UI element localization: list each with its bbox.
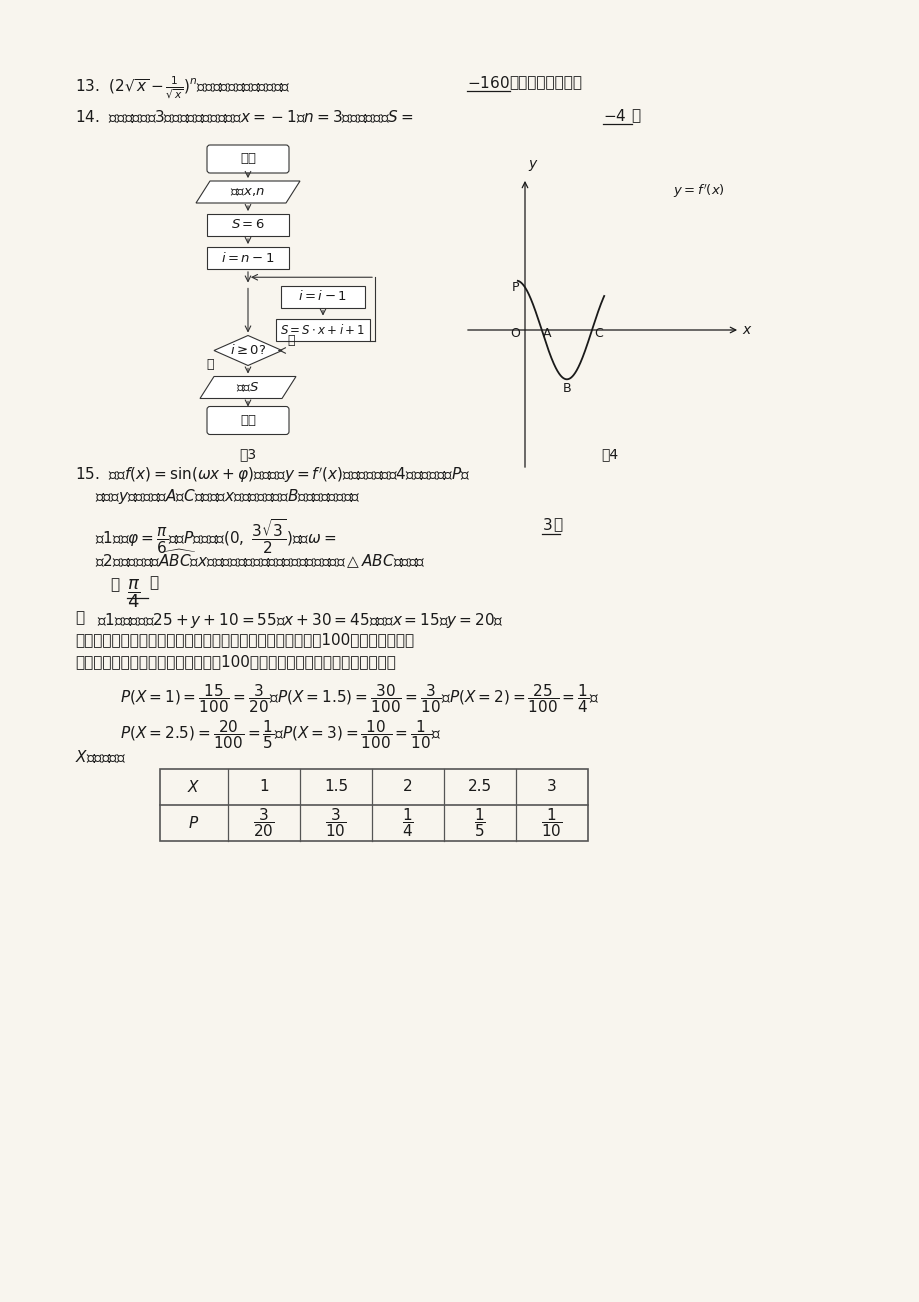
Text: 开始: 开始 bbox=[240, 152, 255, 165]
Text: O: O bbox=[509, 327, 519, 340]
Text: $P(X=2.5)=\dfrac{20}{100}=\dfrac{1}{5}$，$P(X=3)=\dfrac{10}{100}=\dfrac{1}{10}$．: $P(X=2.5)=\dfrac{20}{100}=\dfrac{1}{5}$，… bbox=[119, 719, 441, 751]
Text: （1）由已知得$25+y+10=55$，$x+30=45$，所以$x=15$，$y=20$．: （1）由已知得$25+y+10=55$，$x+30=45$，所以$x=15$，$… bbox=[96, 611, 504, 629]
Polygon shape bbox=[199, 376, 296, 398]
Text: $\dfrac{\pi}{4}$: $\dfrac{\pi}{4}$ bbox=[127, 578, 141, 611]
Bar bbox=[276, 319, 369, 341]
Text: $\dfrac{1}{10}$: $\dfrac{1}{10}$ bbox=[540, 806, 562, 838]
Text: 图象与$y$轴的交点，$A$，$C$为图象与$x$轴的两个交点，$B$为图象的最低点．: 图象与$y$轴的交点，$A$，$C$为图象与$x$轴的两个交点，$B$为图象的最… bbox=[95, 487, 360, 506]
Text: $\dfrac{3}{10}$: $\dfrac{3}{10}$ bbox=[325, 806, 346, 838]
Text: 15.  函数$f(x)=\sin(\omega x+\varphi)$的导函数$y=f'(x)$的部分图象如图4所示，其中，$P$为: 15. 函数$f(x)=\sin(\omega x+\varphi)$的导函数$… bbox=[75, 466, 470, 486]
Text: 图4: 图4 bbox=[601, 448, 618, 461]
Text: 结束: 结束 bbox=[240, 414, 255, 427]
Bar bbox=[207, 214, 289, 236]
Bar bbox=[207, 247, 289, 270]
Text: ；: ； bbox=[552, 517, 562, 533]
FancyBboxPatch shape bbox=[207, 406, 289, 435]
Bar bbox=[160, 768, 587, 841]
Polygon shape bbox=[196, 181, 300, 203]
Text: $x$: $x$ bbox=[742, 323, 752, 337]
Text: 2: 2 bbox=[403, 779, 413, 794]
Text: $y=f'(x)$: $y=f'(x)$ bbox=[673, 184, 724, 201]
Text: A: A bbox=[542, 327, 550, 340]
Text: （2）若在曲线段$\widehat{ABC}$与$x$轴所围成的区域内随机取一点，则该点在$\triangle ABC$内的概率: （2）若在曲线段$\widehat{ABC}$与$x$轴所围成的区域内随机取一点… bbox=[95, 548, 425, 570]
Text: 为: 为 bbox=[110, 578, 119, 592]
Text: $-4$: $-4$ bbox=[602, 108, 626, 124]
Text: 3: 3 bbox=[547, 779, 556, 794]
Text: P: P bbox=[511, 281, 518, 294]
Text: $\dfrac{3}{20}$: $\dfrac{3}{20}$ bbox=[253, 806, 275, 838]
Text: 14.  如果执行如图3所示的程序框图，输入$x=-1$，$n=3$，则输出的数$S=$: 14. 如果执行如图3所示的程序框图，输入$x=-1$，$n=3$，则输出的数$… bbox=[75, 108, 413, 125]
Text: $\dfrac{1}{4}$: $\dfrac{1}{4}$ bbox=[402, 806, 414, 838]
Text: 2.5: 2.5 bbox=[468, 779, 492, 794]
Text: $P$: $P$ bbox=[188, 815, 199, 831]
Text: 否: 否 bbox=[206, 358, 213, 371]
Text: ．（用数字作答）: ．（用数字作答） bbox=[508, 76, 582, 90]
FancyBboxPatch shape bbox=[207, 145, 289, 173]
Text: B: B bbox=[562, 383, 571, 396]
Text: （1）若$\varphi=\dfrac{\pi}{6}$，点$P$的坐标为$(0,\ \dfrac{3\sqrt{3}}{2})$，则$\omega=$: （1）若$\varphi=\dfrac{\pi}{6}$，点$P$的坐标为$(0… bbox=[95, 517, 336, 556]
Text: $X$的分布列为: $X$的分布列为 bbox=[75, 749, 126, 766]
Text: 1.5: 1.5 bbox=[323, 779, 347, 794]
Text: $X$: $X$ bbox=[187, 779, 200, 794]
Text: 图3: 图3 bbox=[239, 448, 256, 461]
Text: 输入$x$,$n$: 输入$x$,$n$ bbox=[231, 185, 266, 198]
Text: $3$: $3$ bbox=[541, 517, 552, 534]
Text: $i=n-1$: $i=n-1$ bbox=[221, 251, 275, 266]
Polygon shape bbox=[214, 336, 282, 366]
Text: ．: ． bbox=[630, 108, 640, 122]
Text: 输出$S$: 输出$S$ bbox=[236, 381, 259, 395]
Text: $i\geq0$?: $i\geq0$? bbox=[230, 344, 266, 358]
Text: $S=S\cdot x+i+1$: $S=S\cdot x+i+1$ bbox=[280, 323, 365, 336]
Text: $-160$: $-160$ bbox=[467, 76, 509, 91]
Text: $S=6$: $S=6$ bbox=[231, 219, 265, 232]
Text: $y$: $y$ bbox=[528, 158, 539, 173]
Text: 解: 解 bbox=[75, 611, 84, 625]
Text: 13.  $(2\sqrt{x} - \frac{1}{\sqrt{x}})^n$的二项展开式中的常数项为: 13. $(2\sqrt{x} - \frac{1}{\sqrt{x}})^n$… bbox=[75, 76, 290, 102]
Text: 的结算时间可视为总体的一个容量为100的简单随机样本，将频率视为概率得: 的结算时间可视为总体的一个容量为100的简单随机样本，将频率视为概率得 bbox=[75, 655, 395, 669]
Text: 1: 1 bbox=[259, 779, 268, 794]
Text: ．: ． bbox=[149, 575, 158, 591]
Text: C: C bbox=[594, 327, 602, 340]
Text: 是: 是 bbox=[287, 333, 294, 346]
Text: $i=i-1$: $i=i-1$ bbox=[298, 289, 347, 303]
Text: 该超市所有顾客一次购物的结算时间组成一个总体，所收集的100位顾客一次购物: 该超市所有顾客一次购物的结算时间组成一个总体，所收集的100位顾客一次购物 bbox=[75, 633, 414, 647]
Text: $\dfrac{1}{5}$: $\dfrac{1}{5}$ bbox=[473, 806, 485, 838]
Bar bbox=[280, 285, 365, 307]
Text: $P(X=1)=\dfrac{15}{100}=\dfrac{3}{20}$，$P(X=1.5)=\dfrac{30}{100}=\dfrac{3}{10}$，: $P(X=1)=\dfrac{15}{100}=\dfrac{3}{20}$，$… bbox=[119, 682, 598, 715]
